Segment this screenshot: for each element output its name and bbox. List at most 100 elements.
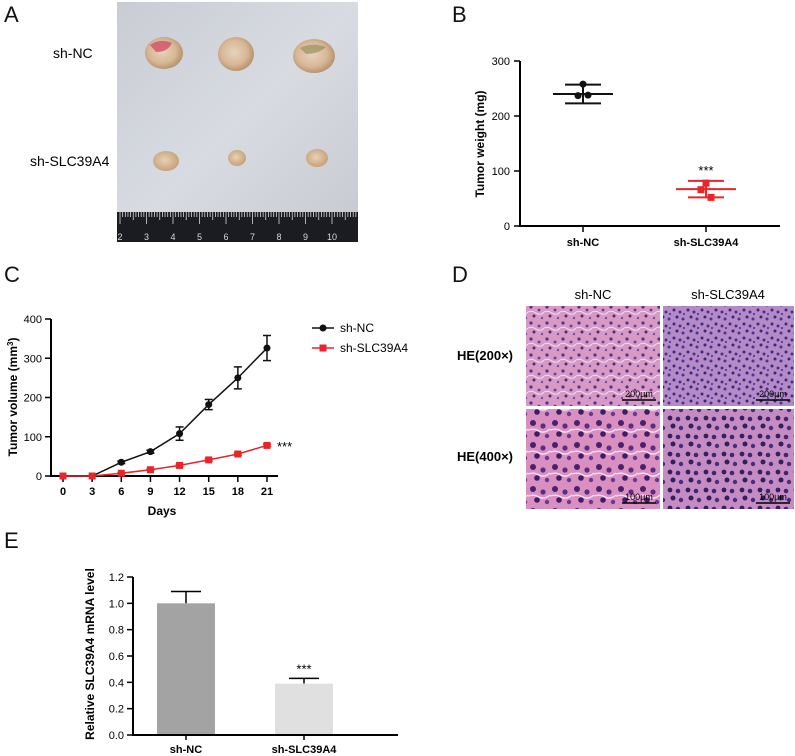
panel-letter-e: E: [4, 528, 19, 553]
ruler-ticks: [119, 212, 357, 224]
b-x-tick-label: sh-NC: [567, 237, 599, 249]
c-data-point: [88, 472, 96, 480]
ruler: [117, 212, 358, 242]
c-series-line: [63, 347, 268, 477]
e-y-tick-label: 0.4: [109, 677, 124, 689]
ruler-number: 8: [276, 232, 281, 242]
b-data-point: [584, 91, 592, 99]
ruler-number: 5: [197, 232, 202, 242]
tumor-slc-1: [153, 151, 179, 171]
ruler-number: 9: [303, 232, 308, 242]
e-y-tick-label: 0.0: [109, 730, 124, 742]
scale-label-3: 100μm: [625, 492, 653, 502]
d-row-label-400: HE(400×): [457, 449, 513, 464]
e-axes: [132, 577, 398, 736]
tumor-slc-3: [306, 149, 328, 167]
panel-a-photo: 2 3 4 5 6 7 8 9 10 sh-NC sh-SLC39A4: [30, 2, 358, 242]
c-data-point: [117, 469, 125, 477]
c-x-tick-label: 21: [261, 486, 273, 498]
e-y-tick-label: 0.8: [109, 625, 124, 637]
legend-marker-sh-nc: [319, 324, 327, 332]
panel-d-histology: sh-NC sh-SLC39A4 HE(200×) HE(400×) 200μm…: [457, 287, 794, 509]
tumor-nc-1-blood: [150, 40, 172, 52]
c-x-tick-label: 18: [232, 486, 244, 498]
ruler-numbers: 2 3 4 5 6 7 8 9 10: [117, 232, 337, 242]
row-label-sh-slc39a4: sh-SLC39A4: [30, 153, 110, 169]
c-y-tick-label: 400: [24, 314, 42, 326]
c-data-point: [117, 458, 125, 466]
he-image-nc-400: [526, 409, 660, 509]
c-y-tick-label: 300: [24, 353, 42, 365]
he-image-nc-200: [526, 306, 660, 406]
e-bar: [275, 683, 333, 735]
ruler-number: 6: [223, 232, 228, 242]
c-x-tick-label: 9: [147, 486, 153, 498]
c-y-ticks: 0 100 200 300 400: [24, 314, 51, 483]
c-series-line: [63, 444, 268, 477]
b-data-point: [697, 186, 705, 194]
c-y-tick-label: 100: [24, 432, 42, 444]
e-marks: ***: [157, 590, 333, 735]
c-significance: ***: [277, 439, 292, 454]
c-x-axis-label: Days: [148, 504, 177, 518]
panel-letter-c: C: [4, 262, 20, 287]
panel-letter-b: B: [452, 2, 467, 27]
b-y-axis-label: Tumor weight (mg): [473, 90, 487, 197]
b-y-tick-label: 200: [492, 111, 510, 123]
legend-label-sh-nc: sh-NC: [340, 321, 374, 335]
panel-e-chart: Relative SLC39A4 mRNA level 0.0 0.2 0.4 0.6…: [83, 568, 398, 756]
e-y-tick-label: 1.0: [109, 598, 124, 610]
c-data-point: [234, 450, 242, 458]
d-col-label-sh-nc: sh-NC: [575, 287, 612, 302]
c-x-tick-label: 6: [118, 486, 124, 498]
b-y-tick-label: 0: [504, 221, 510, 233]
c-data-point: [205, 456, 213, 464]
scale-label-2: 200μm: [759, 389, 787, 399]
scale-label-1: 200μm: [625, 389, 653, 399]
ruler-number: 7: [250, 232, 255, 242]
e-y-tick-label: 1.2: [109, 572, 124, 584]
he-image-slc-200: [663, 306, 794, 406]
e-bar: [157, 603, 215, 735]
c-data-point: [205, 401, 213, 409]
row-label-sh-nc: sh-NC: [53, 45, 93, 61]
b-data-point: [579, 80, 587, 88]
c-data-point: [146, 448, 154, 456]
b-y-tick-label: 300: [492, 56, 510, 68]
panel-letter-a: A: [4, 2, 19, 27]
c-x-tick-label: 0: [60, 486, 66, 498]
tumor-slc-2: [228, 150, 246, 166]
c-y-tick-label: 200: [24, 393, 42, 405]
ruler-number: 2: [117, 232, 122, 242]
e-x-tick-label: sh-SLC39A4: [272, 744, 338, 756]
e-y-axis-label: Relative SLC39A4 mRNA level: [83, 568, 97, 740]
b-y-tick-label: 100: [492, 166, 510, 178]
scale-label-4: 100μm: [759, 492, 787, 502]
b-x-labels: sh-NC sh-SLC39A4: [567, 226, 739, 249]
ruler-number: 3: [144, 232, 149, 242]
tumor-nc-3: [293, 39, 335, 73]
b-data-point: [707, 193, 715, 201]
c-data-point: [176, 461, 184, 469]
c-x-tick-label: 12: [173, 486, 185, 498]
b-data-point: [574, 92, 582, 100]
tumor-nc-3-spot: [300, 44, 326, 54]
c-marks: [59, 334, 271, 480]
he-image-slc-400: [663, 409, 794, 509]
e-y-tick-label: 0.2: [109, 704, 124, 716]
legend-label-sh-slc39a4: sh-SLC39A4: [340, 341, 408, 355]
e-y-tick-label: 0.6: [109, 651, 124, 663]
c-y-tick-label: 0: [36, 471, 42, 483]
c-y-label-prefix: Tumor volume (mm: [6, 346, 20, 456]
c-x-ticks: 0 3 6 9 12 15 18 21: [60, 476, 273, 498]
c-y-label-sup: 3: [6, 341, 15, 346]
b-data-point: [702, 179, 710, 187]
c-axes: [50, 319, 278, 477]
d-col-label-sh-slc39a4: sh-SLC39A4: [691, 287, 765, 302]
tumor-nc-2: [218, 37, 254, 71]
c-data-point: [146, 466, 154, 474]
e-y-ticks: 0.0 0.2 0.4 0.6 0.8 1.0 1.2: [109, 572, 133, 742]
b-x-tick-label: sh-SLC39A4: [674, 237, 740, 249]
